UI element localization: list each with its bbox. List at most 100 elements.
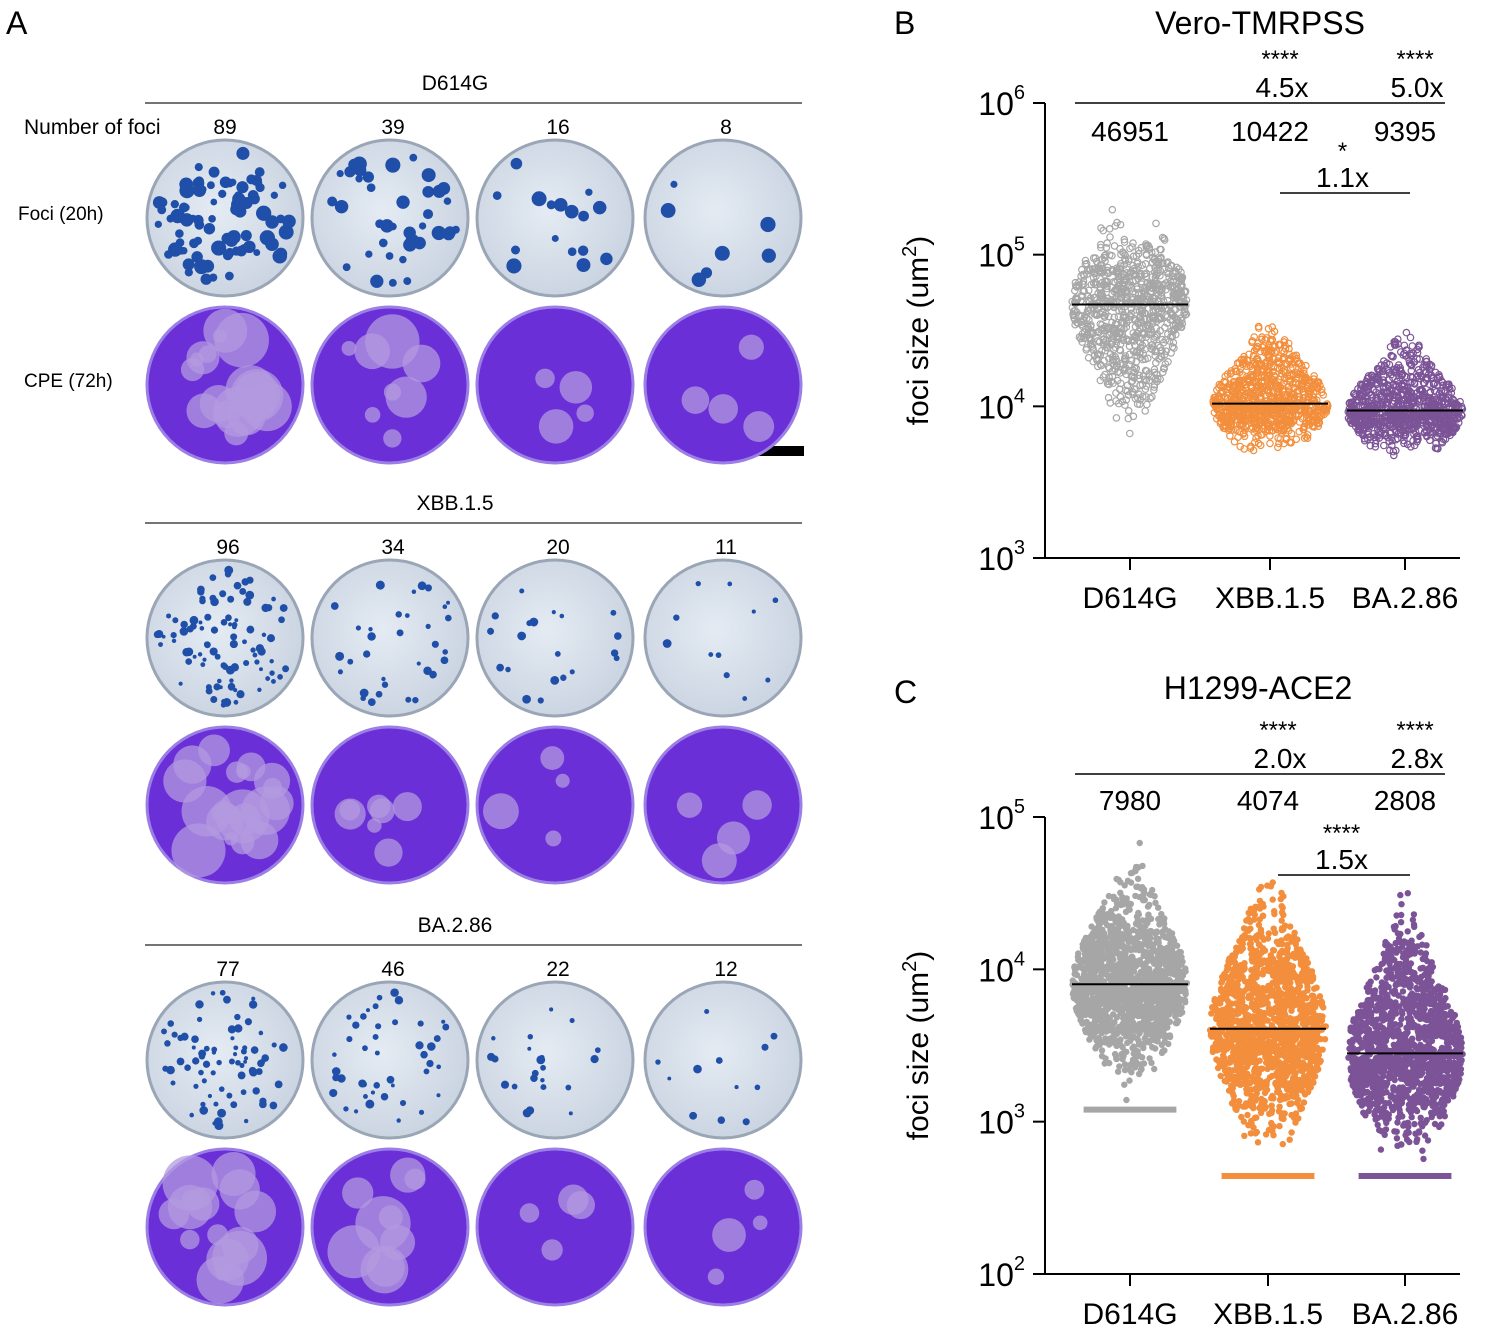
focus-dot [337, 669, 343, 675]
focus-dot [531, 1069, 539, 1077]
data-point [1158, 293, 1166, 301]
data-point [1101, 322, 1110, 331]
data-point [1147, 891, 1155, 899]
foci-plate [310, 558, 470, 718]
cpe-patch [240, 821, 279, 860]
focus-dot [362, 171, 375, 183]
focus-dot [689, 1111, 698, 1120]
data-point [1257, 335, 1266, 344]
cpe-patch [576, 404, 594, 422]
data-point [1234, 380, 1243, 388]
data-point [1151, 930, 1159, 937]
data-point [1256, 441, 1265, 450]
data-point [1129, 869, 1136, 876]
data-point [1408, 342, 1417, 350]
data-point [1111, 950, 1118, 957]
data-point [1136, 977, 1143, 984]
data-point [1308, 422, 1317, 431]
focus-dot [171, 638, 177, 644]
data-point [1168, 950, 1175, 957]
focus-dot [282, 214, 296, 229]
focus-dot [610, 609, 617, 616]
data-point [1158, 998, 1166, 1005]
data-point [1156, 352, 1165, 361]
foci-count: 39 [381, 116, 404, 139]
focus-dot [367, 632, 376, 641]
data-point [1079, 1019, 1086, 1026]
data-point [1180, 987, 1187, 994]
data-point [1114, 333, 1123, 342]
focus-dot [229, 678, 234, 683]
focus-dot [245, 590, 255, 600]
focus-dot [359, 688, 369, 698]
data-point [1125, 255, 1133, 264]
focus-dot [327, 196, 338, 207]
data-point [1143, 939, 1151, 947]
data-point [1263, 372, 1272, 380]
data-point [1264, 324, 1273, 333]
data-point [1256, 347, 1265, 356]
focus-dot [436, 1064, 441, 1070]
focus-dot [271, 678, 276, 684]
data-point [1124, 922, 1131, 930]
data-point [1083, 314, 1091, 323]
data-point [1389, 381, 1397, 389]
focus-dot [372, 1033, 379, 1040]
data-point [1137, 280, 1146, 288]
data-point [1158, 335, 1167, 344]
data-point [1240, 432, 1249, 441]
focus-dot [257, 687, 262, 692]
focus-dot [370, 274, 384, 288]
data-point [1169, 326, 1178, 335]
data-point [1274, 358, 1283, 367]
data-point [1147, 325, 1155, 334]
data-point [1266, 395, 1275, 403]
data-point [1236, 412, 1244, 420]
data-point [1073, 295, 1081, 304]
y-tick-label: 102 [978, 1253, 1025, 1293]
focus-dot [236, 690, 245, 699]
focus-dot [422, 185, 435, 198]
data-point [1391, 341, 1400, 349]
data-point [1156, 375, 1165, 384]
data-point [1271, 423, 1280, 432]
data-point [1129, 239, 1137, 247]
data-point [1085, 939, 1093, 946]
data-point [1091, 1021, 1098, 1028]
data-series-D614G [1068, 205, 1191, 438]
focus-dot [655, 1059, 661, 1065]
focus-dot [227, 682, 236, 691]
focus-dot [375, 580, 385, 590]
focus-dot [242, 1045, 248, 1051]
foci-count: 20 [546, 536, 569, 559]
focus-dot [240, 230, 252, 242]
data-point [1100, 970, 1108, 978]
focus-dot [272, 248, 288, 264]
focus-dot [403, 277, 412, 286]
data-point [1316, 993, 1324, 1000]
data-point [1422, 421, 1431, 430]
data-point [1400, 341, 1409, 350]
focus-dot [772, 597, 779, 604]
data-point [1123, 1096, 1130, 1104]
focus-dot [660, 203, 676, 218]
focus-dot [411, 589, 417, 594]
focus-dot [259, 1097, 267, 1105]
data-point [1223, 394, 1232, 403]
cpe-patch [198, 734, 230, 767]
y-tick-label: 105 [978, 796, 1025, 836]
focus-dot [199, 1106, 209, 1115]
data-point [1155, 904, 1162, 911]
data-point [1080, 327, 1089, 336]
focus-dot [496, 663, 504, 672]
focus-dot [432, 184, 446, 198]
focus-dot [761, 1043, 769, 1051]
data-point [1088, 983, 1095, 991]
fold-change-label: 4.5x [1256, 72, 1309, 103]
focus-dot [360, 1081, 367, 1088]
focus-dot [246, 576, 254, 584]
data-point [1120, 931, 1128, 938]
focus-dot [505, 666, 511, 673]
focus-dot [170, 1080, 176, 1086]
